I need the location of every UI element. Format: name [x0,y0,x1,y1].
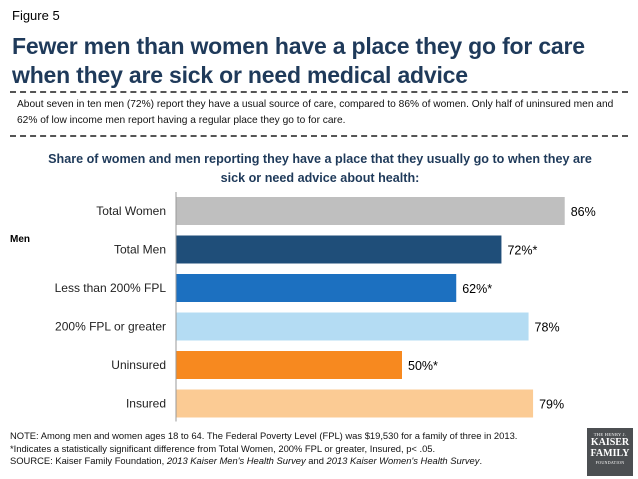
data-label: 86% [571,205,596,219]
logo-line-1: THE HENRY J. [593,432,627,437]
kff-logo: THE HENRY J. KAISER FAMILY FOUNDATION [587,428,633,476]
data-label: 72%* [507,244,537,258]
bar [176,235,502,264]
data-label: 78% [535,321,560,335]
category-label: Insured [126,397,166,411]
source-prefix: SOURCE: Kaiser Family Foundation, [10,455,167,466]
category-label: Less than 200% FPL [55,281,167,295]
category-label: 200% FPL or greater [55,320,166,334]
page-title: Fewer men than women have a place they g… [12,33,585,88]
divider-bottom [10,135,628,137]
bar [176,389,534,418]
figure-label: Figure 5 [12,8,60,23]
category-label: Total Women [96,204,166,218]
summary-text: About seven in ten men (72%) report they… [17,99,614,126]
bar [176,274,457,302]
data-label: 50%* [408,359,438,373]
notes: NOTE: Among men and women ages 18 to 64.… [10,430,570,468]
data-label: 62%* [462,282,492,296]
men-group-label: Men [10,234,30,245]
bar [176,197,565,225]
divider-top [10,91,628,93]
source-women-survey: 2013 Kaiser Women's Health Survey [326,455,480,466]
category-label: Total Men [114,243,166,257]
bar [176,351,402,379]
chart-title: Share of women and men reporting they ha… [48,152,592,185]
significance-note: *Indicates a statistically significant d… [10,442,436,454]
source-line: SOURCE: Kaiser Family Foundation, 2013 K… [10,455,570,468]
category-label: Uninsured [111,358,166,372]
source-men-survey: 2013 Kaiser Men's Health Survey [166,455,306,466]
source-and: and [305,455,327,466]
bar [176,312,529,341]
logo-line-3: FAMILY [590,448,630,459]
logo-line-4: FOUNDATION [595,460,625,465]
logo-line-2: KAISER [590,437,630,448]
bar-chart: Total Women 86% Total Men 72%* Less than 200… [55,192,596,422]
source-end: . [479,455,483,466]
data-label: 79% [539,398,564,412]
note-line: NOTE: Among men and women ages 18 to 64.… [10,430,518,441]
